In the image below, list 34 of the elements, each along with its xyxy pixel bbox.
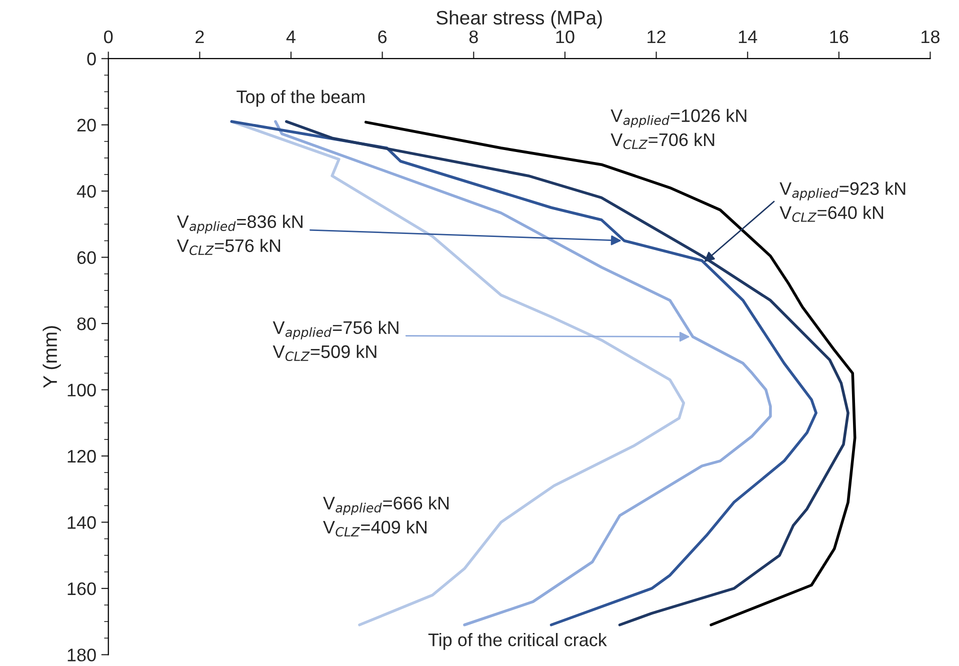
- x-tick-label: 6: [378, 30, 387, 44]
- y-axis-title: Y (mm): [42, 326, 61, 388]
- x-tick-label: 18: [922, 30, 940, 44]
- x-tick-label: 16: [830, 30, 848, 44]
- x-tick-label: 10: [556, 30, 574, 44]
- x-tick-label: 0: [104, 30, 113, 44]
- x-tick-label: 2: [196, 30, 204, 44]
- annotation: V$_{applied}$=1026 kN: [610, 108, 746, 128]
- x-tick-label: 4: [286, 30, 296, 44]
- annotation: Top of the beam: [236, 90, 364, 107]
- annotation: V$_{CLZ}$=640 kN: [780, 206, 884, 222]
- y-tick-label: 140: [68, 516, 96, 529]
- y-tick-label: 80: [77, 317, 96, 330]
- x-tick-label: 8: [469, 30, 478, 44]
- y-tick-label: 180: [68, 648, 96, 662]
- y-tick-label: 60: [77, 251, 96, 264]
- annotation: V$_{CLZ}$=409 kN: [323, 520, 426, 537]
- y-tick-label: 100: [68, 384, 96, 396]
- y-tick-label: 0: [87, 52, 96, 66]
- annotation: V$_{CLZ}$=576 kN: [176, 238, 280, 256]
- y-tick-label: 40: [76, 185, 96, 198]
- annotation: V$_{CLZ}$=509 kN: [272, 344, 376, 362]
- x-tick-label: 12: [648, 30, 666, 44]
- x-tick-label: 14: [738, 30, 758, 44]
- annotation: V$_{applied}$=836 kN: [176, 214, 302, 234]
- x-axis-title: Shear stress (MPa): [436, 10, 602, 28]
- y-tick-label: 20: [77, 118, 96, 132]
- y-tick-label: 120: [68, 450, 96, 463]
- annotation: V$_{applied}$=756 kN: [272, 320, 398, 340]
- y-tick-label: 160: [68, 582, 96, 596]
- annotation: Tip of the critical crack: [428, 633, 607, 650]
- annotation: V$_{applied}$=923 kN: [780, 182, 906, 200]
- annotation: V$_{applied}$=666 kN: [323, 496, 449, 515]
- annotation: V$_{CLZ}$=706 kN: [610, 132, 714, 150]
